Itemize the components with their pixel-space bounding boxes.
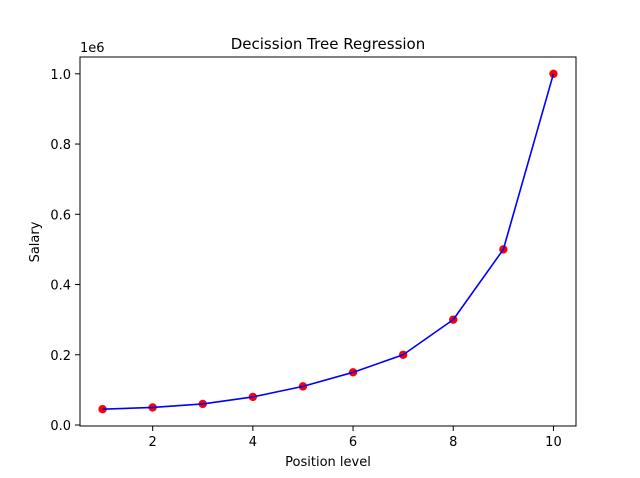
prediction-line xyxy=(102,73,555,411)
data-point xyxy=(98,405,107,414)
data-point xyxy=(549,69,558,78)
x-axis-label: Position level xyxy=(285,455,371,470)
y-offset-label: 1e6 xyxy=(80,41,105,56)
axes-frame xyxy=(79,56,577,427)
x-tick-label: 10 xyxy=(545,435,562,450)
x-tick-label: 4 xyxy=(249,435,257,450)
y-tick-label: 0.2 xyxy=(50,349,71,364)
y-tick-label: 1.0 xyxy=(50,68,71,83)
axes: 2 4 6 8 10 0.0 0.2 0.4 0.6 0.8 1.0 xyxy=(50,56,577,450)
x-tick-label: 6 xyxy=(349,435,357,450)
y-axis-label: Salary xyxy=(28,221,43,262)
chart-title: Decission Tree Regression xyxy=(231,35,426,53)
x-tick-label: 8 xyxy=(449,435,457,450)
plot-area xyxy=(98,69,558,414)
y-tick-label: 0.8 xyxy=(50,138,71,153)
y-tick-label: 0.4 xyxy=(50,279,71,294)
y-tick-label: 0.6 xyxy=(50,208,71,223)
y-tick-label: 0.0 xyxy=(50,419,71,434)
x-tick-label: 2 xyxy=(149,435,157,450)
